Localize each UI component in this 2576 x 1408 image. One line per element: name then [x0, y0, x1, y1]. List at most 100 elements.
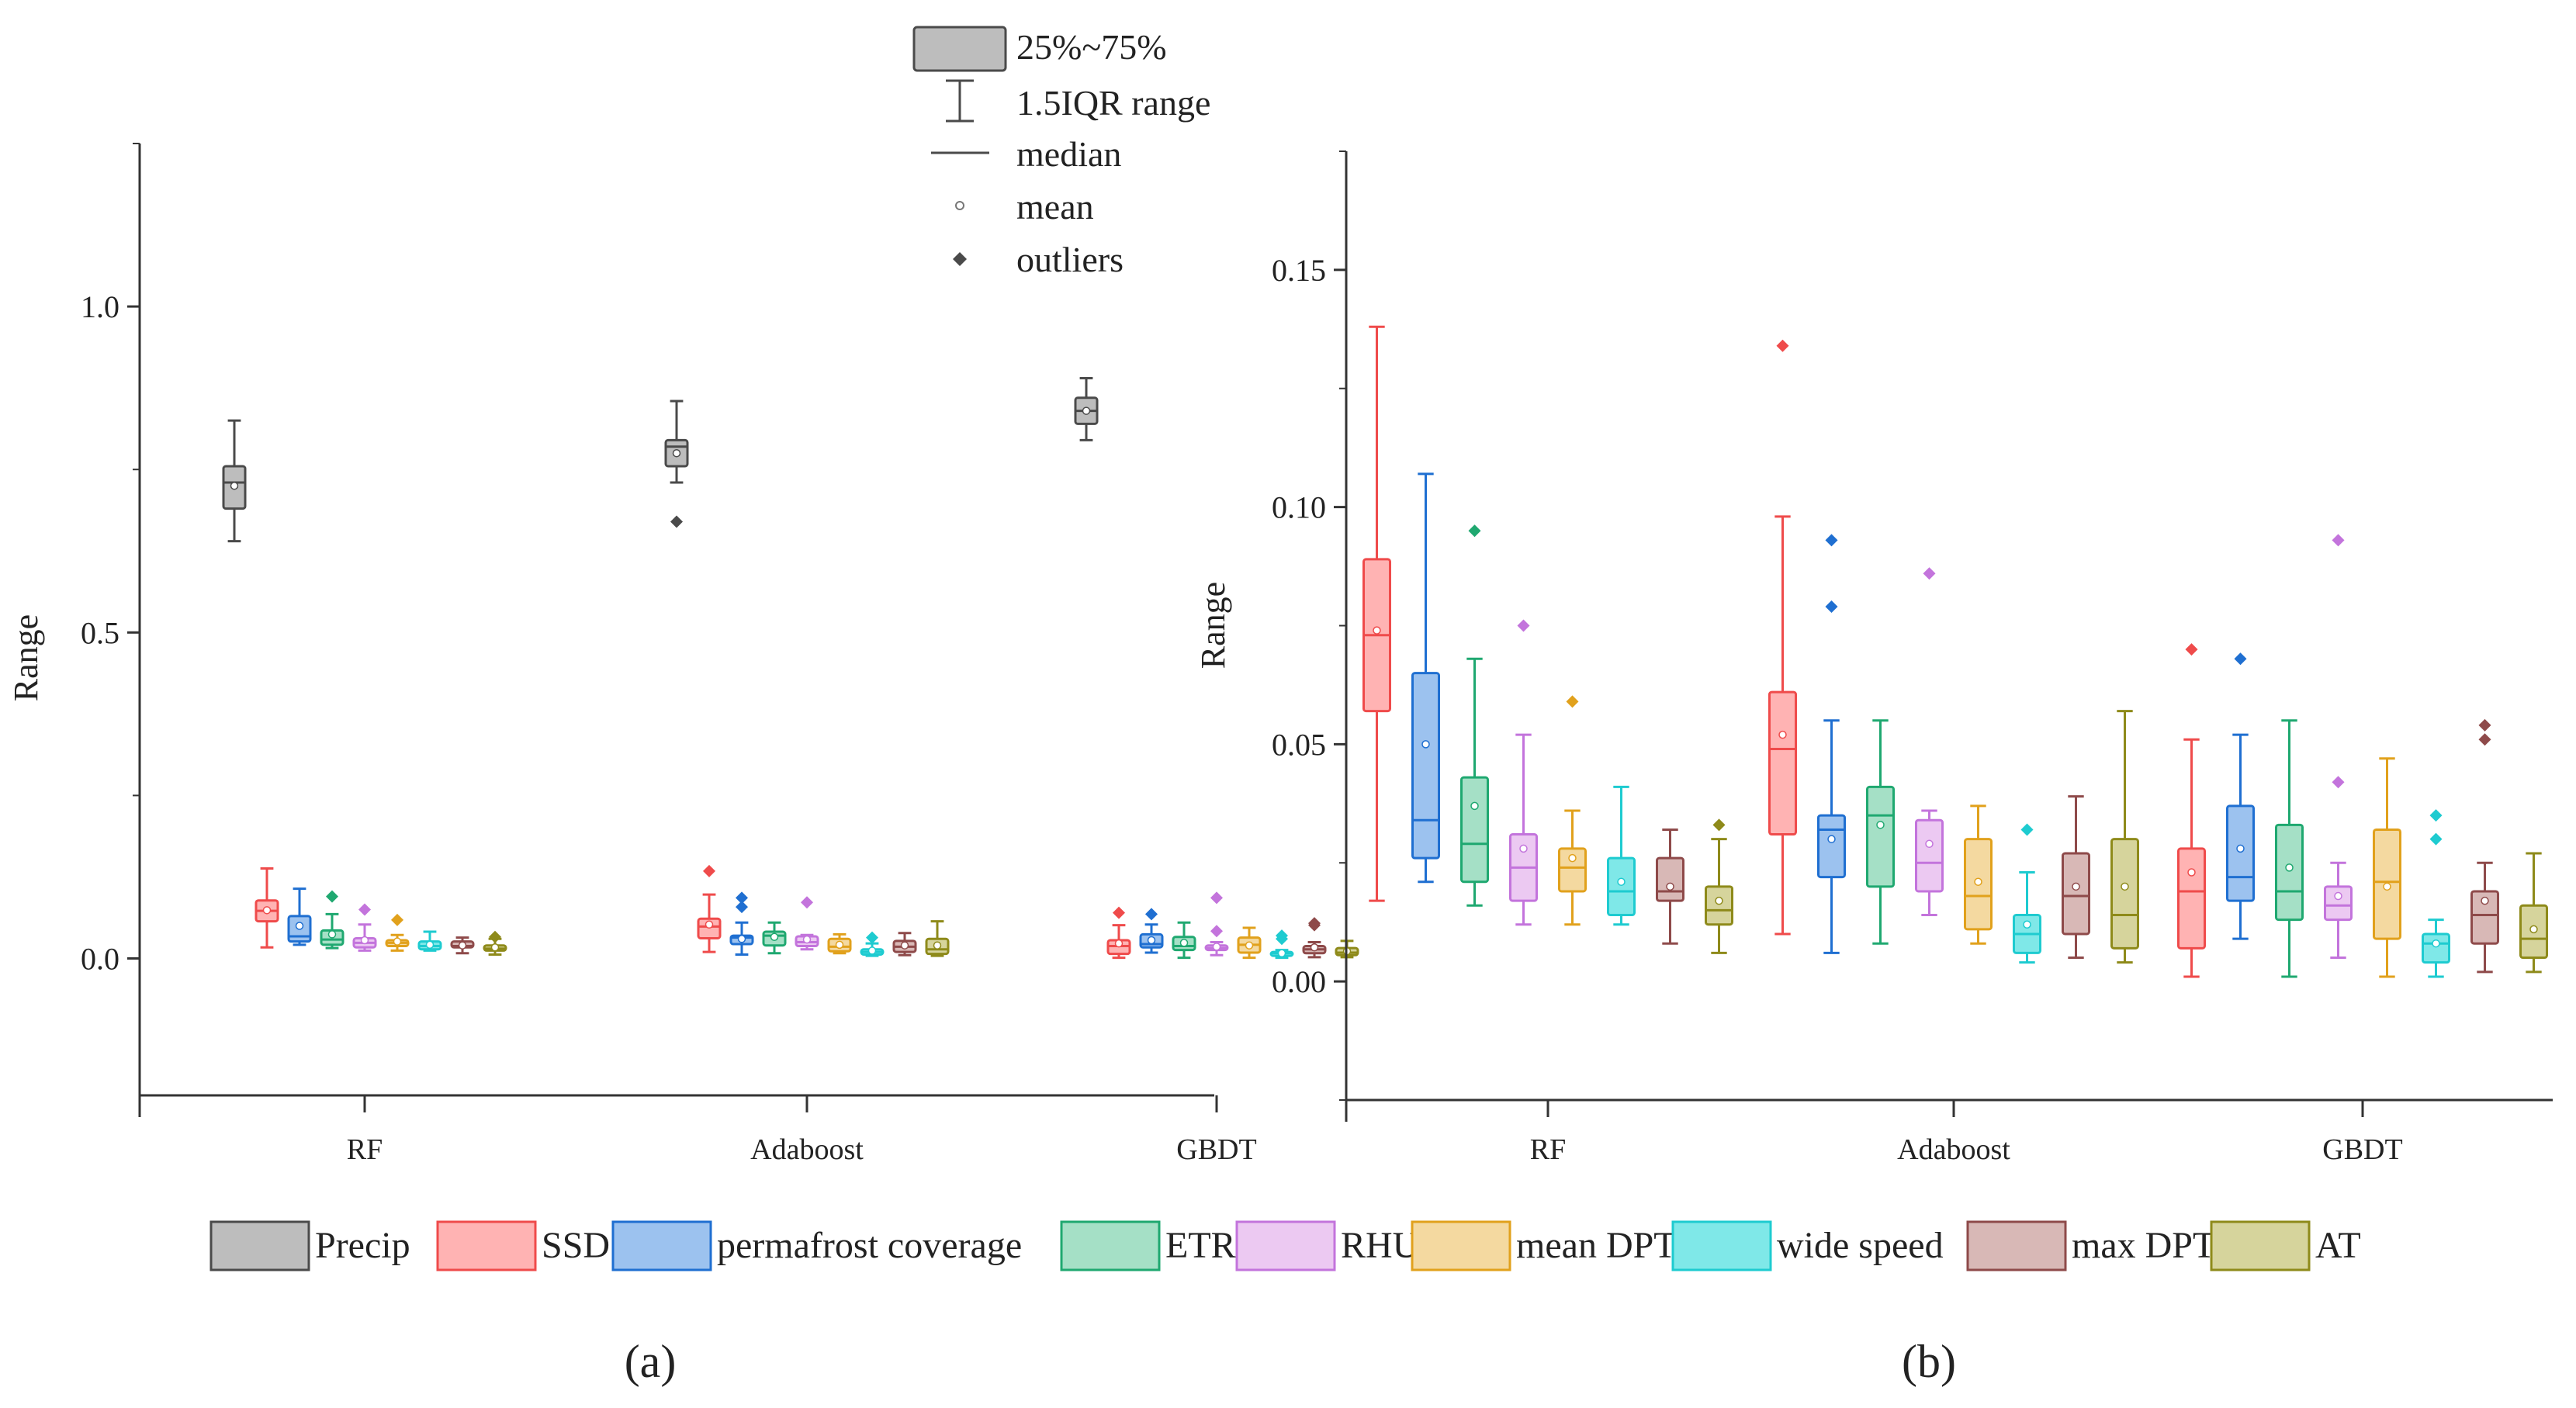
panel-b-rf-wide-speed-iqr [1607, 856, 1636, 917]
panel-a-rf-max-dpt-mean [458, 941, 467, 950]
panel-a-rf-mean-dpt-box [385, 913, 410, 952]
panel-a-rf-max-dpt-box [450, 936, 475, 955]
panel-b-adaboost-ssd-mean [1778, 730, 1787, 739]
legend-item-permafrost-coverage: permafrost coverage [611, 1220, 1022, 1271]
panel-b-rf-permafrost-coverage-mean [1421, 740, 1430, 749]
legend-item-precip: Precip [209, 1220, 410, 1271]
panel-a-rf-wide-speed-mean [425, 940, 435, 950]
legend-item-rhu-label: RHU [1341, 1225, 1419, 1266]
panel-b-gbdt-permafrost-coverage-mean [2236, 844, 2245, 853]
panel-b-y-tick-label: 0.05 [1272, 727, 1326, 762]
panel-b-adaboost-etr-box [1866, 719, 1895, 945]
panel-b-rf-max-dpt-box [1656, 828, 1684, 945]
panel-a-adaboost-precip-outlier [670, 515, 683, 528]
panel-b-adaboost-at-iqr [2110, 838, 2139, 950]
panel-b-x-tick-label-rf: RF [1530, 1133, 1566, 1166]
panel-a-chart: 0.0 0.5 1.0 Range RF Adaboost GBDT [7, 143, 1359, 1166]
panel-a-rf-wide-speed-box [417, 930, 442, 952]
panel-a-rf-precip-mean [230, 481, 239, 490]
panel-a-gbdt-mean-dpt-mean [1245, 941, 1254, 950]
legend-item-ssd-label: SSD [542, 1225, 610, 1266]
panel-a-adaboost-permafrost-coverage-outlier [736, 891, 748, 905]
panel-b-rf-at-box [1705, 818, 1733, 954]
panel-a-adaboost-wide-speed-outlier [866, 931, 878, 944]
legend-item-precip-label: Precip [315, 1225, 410, 1266]
panel-b-rf-etr-outlier [1468, 524, 1481, 538]
panel-a-rf-rhu-outlier [358, 903, 371, 916]
panel-b-rf-max-dpt-iqr [1656, 856, 1684, 902]
panel-a-gbdt-wide-speed-outlier [1276, 929, 1288, 943]
panel-a-adaboost-rhu-mean [802, 935, 812, 944]
panel-a-adaboost-wide-speed-mean [867, 946, 877, 955]
panel-b-rf-mean-dpt-outlier [1566, 695, 1579, 708]
panel-b-y-tick-label: 0.15 [1272, 253, 1326, 288]
panel-a-rf-rhu-mean [360, 936, 369, 945]
panel-b-adaboost-rhu-iqr [1915, 818, 1944, 893]
panel-b-adaboost-rhu-mean [1925, 839, 1934, 849]
panel-a-adaboost-max-dpt-mean [900, 941, 909, 950]
panel-a-gbdt-permafrost-coverage-outlier [1145, 908, 1158, 921]
key-whisker-label: 1.5IQR range [1016, 83, 1210, 123]
legend-item-etr-label: ETR [1165, 1225, 1236, 1266]
panel-a-gbdt-rhu-box [1204, 891, 1229, 957]
key-outlier-icon [953, 252, 967, 266]
panel-a-rf-etr-box [320, 890, 345, 950]
legend-item-etr-swatch [1060, 1220, 1161, 1271]
legend-item-ssd-swatch [436, 1220, 537, 1271]
panel-b-rf-wide-speed-box [1607, 785, 1636, 926]
panel-b-gbdt-mean-dpt-mean [2383, 882, 2391, 891]
panel-a-rf-etr-outlier [326, 890, 338, 903]
series-legend: Precip SSD permafrost coverage ETR RHU mean D… [209, 1220, 2361, 1271]
panel-b-gbdt-etr-box [2275, 719, 2304, 978]
panel-a-gbdt-max-dpt-outlier [1308, 917, 1321, 930]
panel-a-gbdt-max-dpt-box [1302, 917, 1327, 959]
panel-b-rf-max-dpt-mean [1666, 882, 1674, 891]
panel-b-gbdt-wide-speed-outlier [2429, 832, 2443, 846]
panel-a-adaboost-permafrost-coverage-outlier [736, 901, 748, 914]
panel-a-adaboost-ssd-mean [705, 920, 714, 929]
panel-b-rf-wide-speed-mean [1617, 877, 1626, 886]
panel-a-gbdt-permafrost-coverage-box [1139, 908, 1164, 954]
panel-a-adaboost-mean-dpt-mean [835, 940, 844, 950]
panel-b-adaboost-mean-dpt-mean [1974, 877, 1982, 886]
panel-b-gbdt-permafrost-coverage-iqr [2226, 804, 2255, 902]
panel-b-gbdt-mean-dpt-box [2373, 757, 2401, 978]
panel-b-y-tick-label: 0.10 [1272, 490, 1326, 525]
panel-b-adaboost-permafrost-coverage-outlier [1825, 600, 1838, 614]
panel-a-rf-permafrost-coverage-box [287, 887, 312, 946]
panel-a-adaboost-ssd-outlier [703, 864, 715, 877]
panel-b-adaboost-ssd-outlier [1776, 339, 1789, 352]
panel-a-rf-mean-dpt-outlier [391, 913, 403, 926]
legend-item-mean-dpt-swatch [1411, 1220, 1511, 1271]
panel-a-rf-at-box [483, 930, 507, 956]
legend-item-at-label: AT [2315, 1225, 2361, 1266]
panel-a-rf-mean-dpt-mean [393, 937, 402, 946]
panel-a-gbdt-precip-box [1074, 377, 1099, 441]
legend-item-rhu: RHU [1235, 1220, 1419, 1271]
legend-item-rhu-swatch [1235, 1220, 1336, 1271]
key-box-label: 25%~75% [1016, 27, 1167, 67]
panel-b-rf-at-outlier [1712, 818, 1726, 832]
panel-b-gbdt-rhu-outlier [2332, 534, 2345, 547]
panel-b-gbdt-ssd-iqr [2177, 847, 2206, 950]
panel-a-adaboost-wide-speed-box [860, 931, 885, 957]
panel-a-adaboost-rhu-box [795, 896, 819, 951]
panel-a-gbdt-etr-mean [1179, 939, 1189, 947]
panel-b-rf-permafrost-coverage-box [1411, 472, 1440, 884]
panel-b-adaboost-at-mean [2121, 882, 2129, 891]
legend-item-mean-dpt-label: mean DPT [1516, 1225, 1677, 1266]
panel-a-adaboost-rhu-outlier [801, 896, 813, 909]
panel-b-rf-ssd-mean [1373, 626, 1381, 635]
panel-b-gbdt-permafrost-coverage-box [2226, 652, 2255, 940]
panel-b-adaboost-mean-dpt-box [1964, 804, 1993, 945]
panel-a-rf-ssd-box [254, 867, 279, 949]
panel-b-gbdt-max-dpt-box [2470, 718, 2499, 974]
key-mean-label: mean [1016, 187, 1094, 227]
panel-b-rf-mean-dpt-mean [1568, 853, 1577, 863]
panel-b-rf-mean-dpt-iqr [1558, 847, 1587, 893]
panel-b-rf-mean-dpt-box [1558, 695, 1587, 926]
panel-a-x-tick-label-rf: RF [347, 1133, 383, 1166]
panel-a-y-tick-label: 0.5 [81, 615, 119, 650]
legend-item-wide-speed-label: wide speed [1777, 1225, 1944, 1266]
panel-b-gbdt-wide-speed-outlier [2429, 809, 2443, 822]
